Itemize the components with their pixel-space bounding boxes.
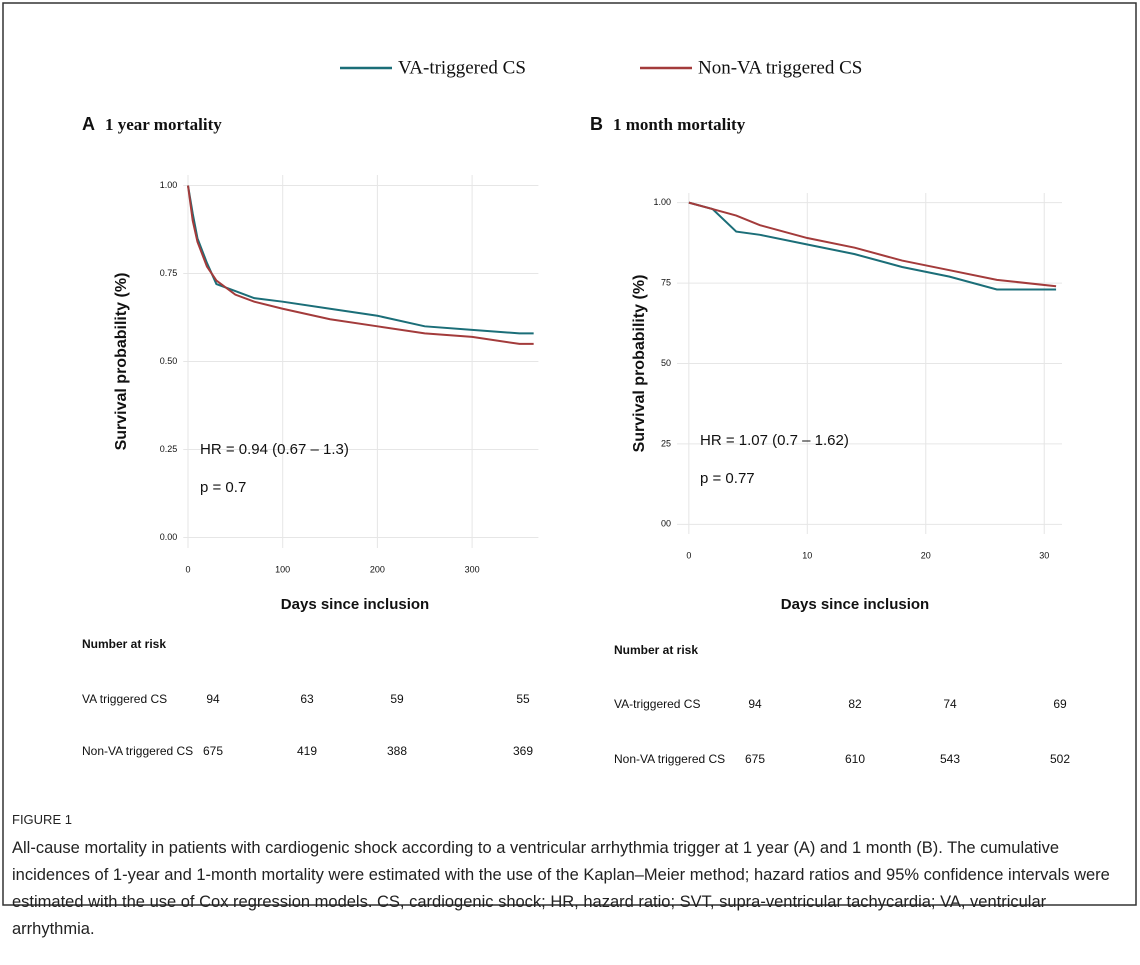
risk-row-label: VA-triggered CS xyxy=(614,697,700,711)
risk-count: 369 xyxy=(513,744,533,758)
annotation: p = 0.7 xyxy=(200,479,246,496)
y-tick-label: 00 xyxy=(661,519,671,529)
x-axis-label: Days since inclusion xyxy=(281,596,429,613)
x-tick-label: 300 xyxy=(465,564,480,574)
survival-line xyxy=(187,185,534,335)
risk-table-title: Number at risk xyxy=(614,643,698,657)
survival-line xyxy=(688,201,1057,291)
x-tick-label: 200 xyxy=(370,564,385,574)
survival-line xyxy=(688,201,1057,288)
risk-count: 94 xyxy=(748,697,762,711)
y-tick-label: 25 xyxy=(661,438,671,448)
caption: FIGURE 1 All-cause mortality in patients… xyxy=(12,812,1122,943)
legend-label: Non-VA triggered CS xyxy=(698,57,862,78)
risk-row-label: Non-VA triggered CS xyxy=(82,744,193,758)
x-tick-label: 30 xyxy=(1039,550,1049,560)
risk-count: 502 xyxy=(1050,752,1070,766)
y-tick-label: 0.25 xyxy=(160,444,178,454)
panel-label: B xyxy=(590,114,603,134)
y-tick-label: 1.00 xyxy=(160,180,178,190)
annotation: p = 0.77 xyxy=(700,470,755,487)
x-tick-label: 0 xyxy=(686,550,691,560)
y-tick-label: 50 xyxy=(661,358,671,368)
annotation: HR = 1.07 (0.7 – 1.62) xyxy=(700,432,849,449)
x-axis-label: Days since inclusion xyxy=(781,596,929,613)
x-tick-label: 20 xyxy=(921,550,931,560)
annotation: HR = 0.94 (0.67 – 1.3) xyxy=(200,441,349,458)
frame xyxy=(2,2,1137,906)
risk-count: 63 xyxy=(300,692,314,706)
y-axis-label: Survival probability (%) xyxy=(113,273,130,451)
survival-line xyxy=(187,185,534,345)
x-tick-label: 0 xyxy=(185,564,190,574)
risk-count: 74 xyxy=(943,697,957,711)
caption-text: All-cause mortality in patients with car… xyxy=(12,839,1110,938)
caption-label: FIGURE 1 xyxy=(12,812,72,827)
risk-count: 675 xyxy=(203,744,223,758)
y-tick-label: 0.75 xyxy=(160,268,178,278)
risk-count: 675 xyxy=(745,752,765,766)
risk-table-title: Number at risk xyxy=(82,637,166,651)
risk-count: 610 xyxy=(845,752,865,766)
x-tick-label: 10 xyxy=(802,550,812,560)
y-tick-label: 0.50 xyxy=(160,356,178,366)
y-tick-label: 1.00 xyxy=(653,197,671,207)
panel-label: A xyxy=(82,114,95,134)
risk-count: 59 xyxy=(390,692,404,706)
risk-count: 419 xyxy=(297,744,317,758)
y-tick-label: 75 xyxy=(661,277,671,287)
chart-title: 1 year mortality xyxy=(105,115,222,134)
risk-count: 543 xyxy=(940,752,960,766)
risk-row-label: Non-VA triggered CS xyxy=(614,752,725,766)
risk-count: 82 xyxy=(848,697,862,711)
risk-row-label: VA triggered CS xyxy=(82,692,167,706)
risk-count: 55 xyxy=(516,692,530,706)
risk-count: 388 xyxy=(387,744,407,758)
risk-count: 94 xyxy=(206,692,220,706)
y-tick-label: 0.00 xyxy=(160,532,178,542)
risk-count: 69 xyxy=(1053,697,1067,711)
chart-title: 1 month mortality xyxy=(613,115,746,134)
legend-label: VA-triggered CS xyxy=(398,57,526,78)
x-tick-label: 100 xyxy=(275,564,290,574)
y-axis-label: Survival probability (%) xyxy=(631,275,648,453)
